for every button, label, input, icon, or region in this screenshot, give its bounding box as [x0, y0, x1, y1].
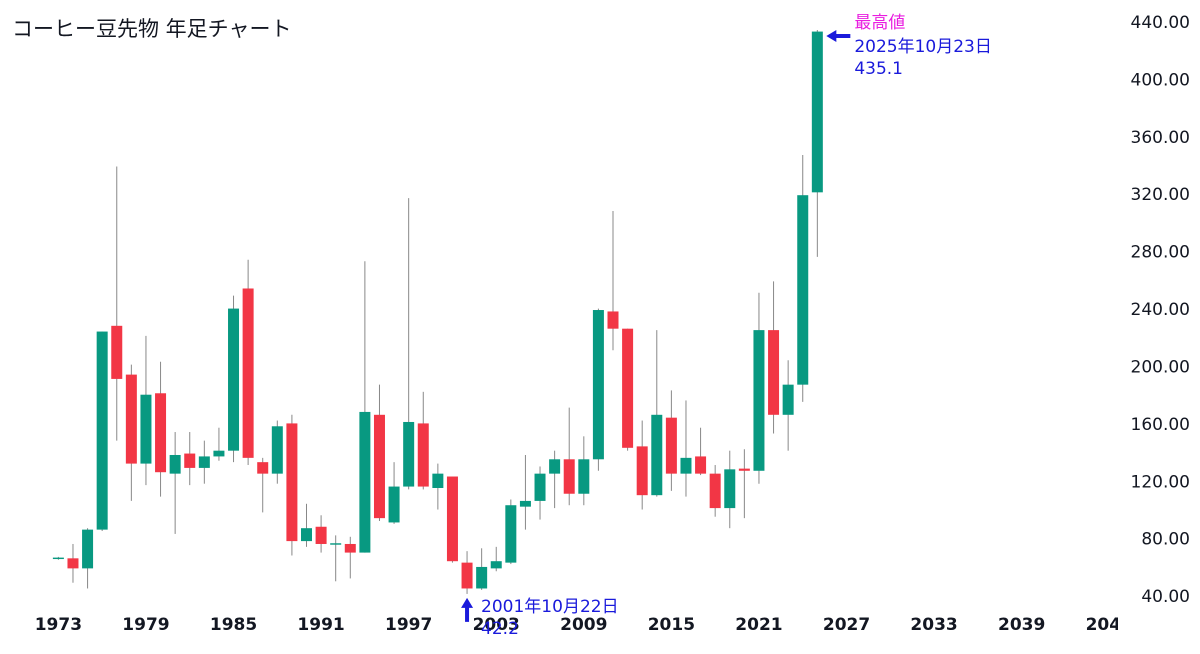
- candle-body: [519, 500, 531, 507]
- candle-body: [388, 486, 400, 523]
- candle-body: [549, 459, 561, 474]
- candle-body: [169, 454, 181, 474]
- candle-body: [155, 393, 167, 473]
- candle-body: [578, 459, 590, 494]
- candle-body: [622, 328, 634, 448]
- candle-body: [403, 421, 415, 487]
- candle-body: [184, 453, 196, 468]
- candle-body: [476, 566, 488, 589]
- plot-area: [52, 29, 851, 622]
- annotation-arrow: [461, 597, 474, 622]
- annotation-label: 最高値: [854, 13, 905, 33]
- y-tick-label: 440.00: [1131, 13, 1190, 33]
- candle-body: [505, 505, 517, 563]
- y-tick-label: 160.00: [1131, 415, 1190, 435]
- annotation-arrow: [826, 29, 851, 42]
- candle-body: [242, 288, 254, 458]
- candle-body: [636, 446, 648, 496]
- candle-body: [271, 426, 283, 474]
- candle-body: [373, 414, 385, 519]
- candle-body: [213, 450, 225, 457]
- candle-body: [607, 311, 619, 329]
- candle-body: [228, 308, 240, 451]
- candle-body: [417, 423, 429, 487]
- candle-body: [782, 384, 794, 415]
- candle-body: [82, 529, 94, 569]
- candle-body: [286, 423, 298, 542]
- candle-body: [257, 462, 269, 474]
- candle-body: [446, 476, 458, 562]
- annotation-date: 2001年10月22日: [481, 597, 619, 617]
- candle-body: [490, 561, 502, 569]
- candle-body: [461, 562, 473, 589]
- candle-body: [359, 411, 371, 553]
- candle-body: [738, 468, 750, 471]
- y-tick-label: 280.00: [1131, 243, 1190, 263]
- y-tick-label: 360.00: [1131, 128, 1190, 148]
- x-tick-label: 2021: [735, 615, 782, 635]
- candle-body: [797, 195, 809, 385]
- candle-body: [315, 526, 327, 544]
- y-tick-label: 240.00: [1131, 300, 1190, 320]
- candle-body: [811, 31, 823, 193]
- y-tick-label: 80.00: [1141, 530, 1190, 550]
- candle-body: [198, 456, 210, 468]
- annotation-value: 42.2: [481, 619, 519, 639]
- candle-body: [651, 414, 663, 496]
- x-tick-label: 2015: [648, 615, 695, 635]
- x-tick-label: 2039: [998, 615, 1045, 635]
- candle-body: [432, 473, 444, 488]
- x-tick-label: 2045: [1086, 615, 1133, 635]
- candle-body: [344, 543, 356, 553]
- annotation-value: 435.1: [854, 59, 903, 79]
- y-tick-label: 40.00: [1141, 587, 1190, 607]
- x-tick-label: 2003: [473, 615, 520, 635]
- x-tick-label: 1997: [385, 615, 432, 635]
- chart-title: コーヒー豆先物 年足チャート: [12, 17, 291, 41]
- candle-body: [695, 456, 707, 474]
- x-tick-label: 1979: [122, 615, 169, 635]
- x-tick-label: 1991: [297, 615, 344, 635]
- candle-body: [96, 331, 108, 530]
- candle-body: [140, 394, 152, 464]
- candle-body: [67, 558, 79, 569]
- x-tick-label: 2027: [823, 615, 870, 635]
- candle-body: [665, 417, 677, 474]
- candle-body: [52, 557, 64, 560]
- candle-body: [301, 528, 313, 542]
- y-tick-label: 200.00: [1131, 357, 1190, 377]
- candle-body: [753, 330, 765, 471]
- x-tick-label: 1985: [210, 615, 257, 635]
- candle-body: [680, 457, 692, 474]
- x-tick-label: 2033: [910, 615, 957, 635]
- candle-body: [724, 469, 736, 509]
- x-tick-label: 2009: [560, 615, 607, 635]
- y-tick-label: 120.00: [1131, 472, 1190, 492]
- candle-body: [534, 473, 546, 501]
- candle-body: [592, 310, 604, 460]
- candle-body: [125, 374, 137, 464]
- annotation-date: 2025年10月23日: [854, 37, 992, 57]
- candle-body: [768, 330, 780, 415]
- y-tick-label: 400.00: [1131, 70, 1190, 90]
- candle-body: [709, 473, 721, 509]
- y-tick-label: 320.00: [1131, 185, 1190, 205]
- x-tick-label: 1973: [35, 615, 82, 635]
- candle-body: [330, 543, 342, 545]
- x-axis: 1973 1979 1985 1991 1997 2003 2009 2015 2021 2027…: [35, 615, 1133, 635]
- candle-body: [111, 325, 123, 379]
- candle-body: [563, 459, 575, 494]
